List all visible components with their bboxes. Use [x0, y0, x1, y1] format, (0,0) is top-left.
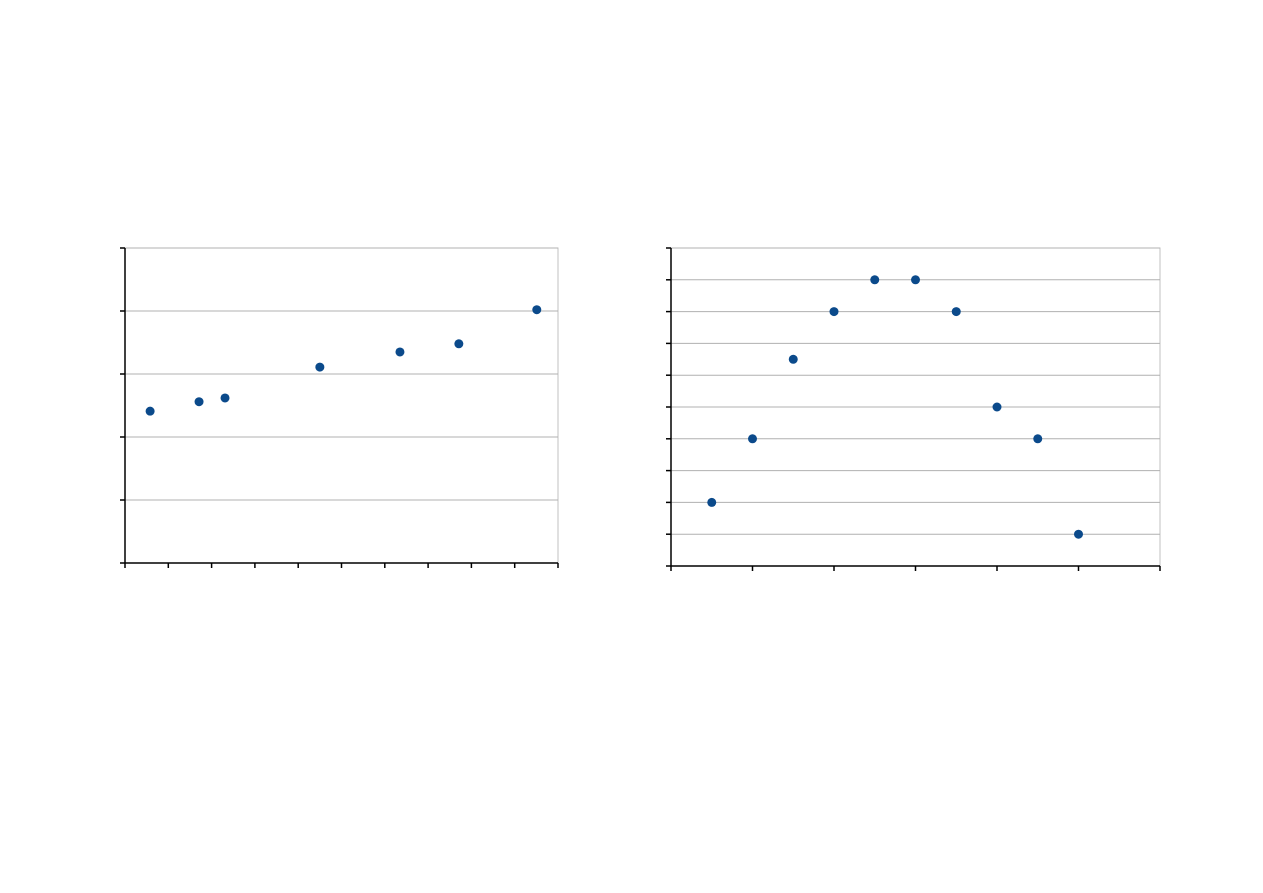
- point: [829, 307, 839, 317]
- point: [145, 406, 155, 416]
- point: [992, 402, 1002, 412]
- point: [315, 362, 325, 372]
- point: [395, 347, 405, 357]
- plot-area: [124, 247, 559, 564]
- point: [194, 397, 204, 407]
- point: [1074, 529, 1083, 539]
- point: [748, 434, 757, 444]
- point: [707, 497, 717, 507]
- point: [870, 275, 880, 285]
- point: [1033, 434, 1043, 444]
- point: [454, 339, 464, 349]
- point: [911, 275, 920, 285]
- point: [220, 393, 230, 403]
- point: [532, 305, 542, 315]
- point: [788, 354, 798, 364]
- point: [951, 307, 961, 317]
